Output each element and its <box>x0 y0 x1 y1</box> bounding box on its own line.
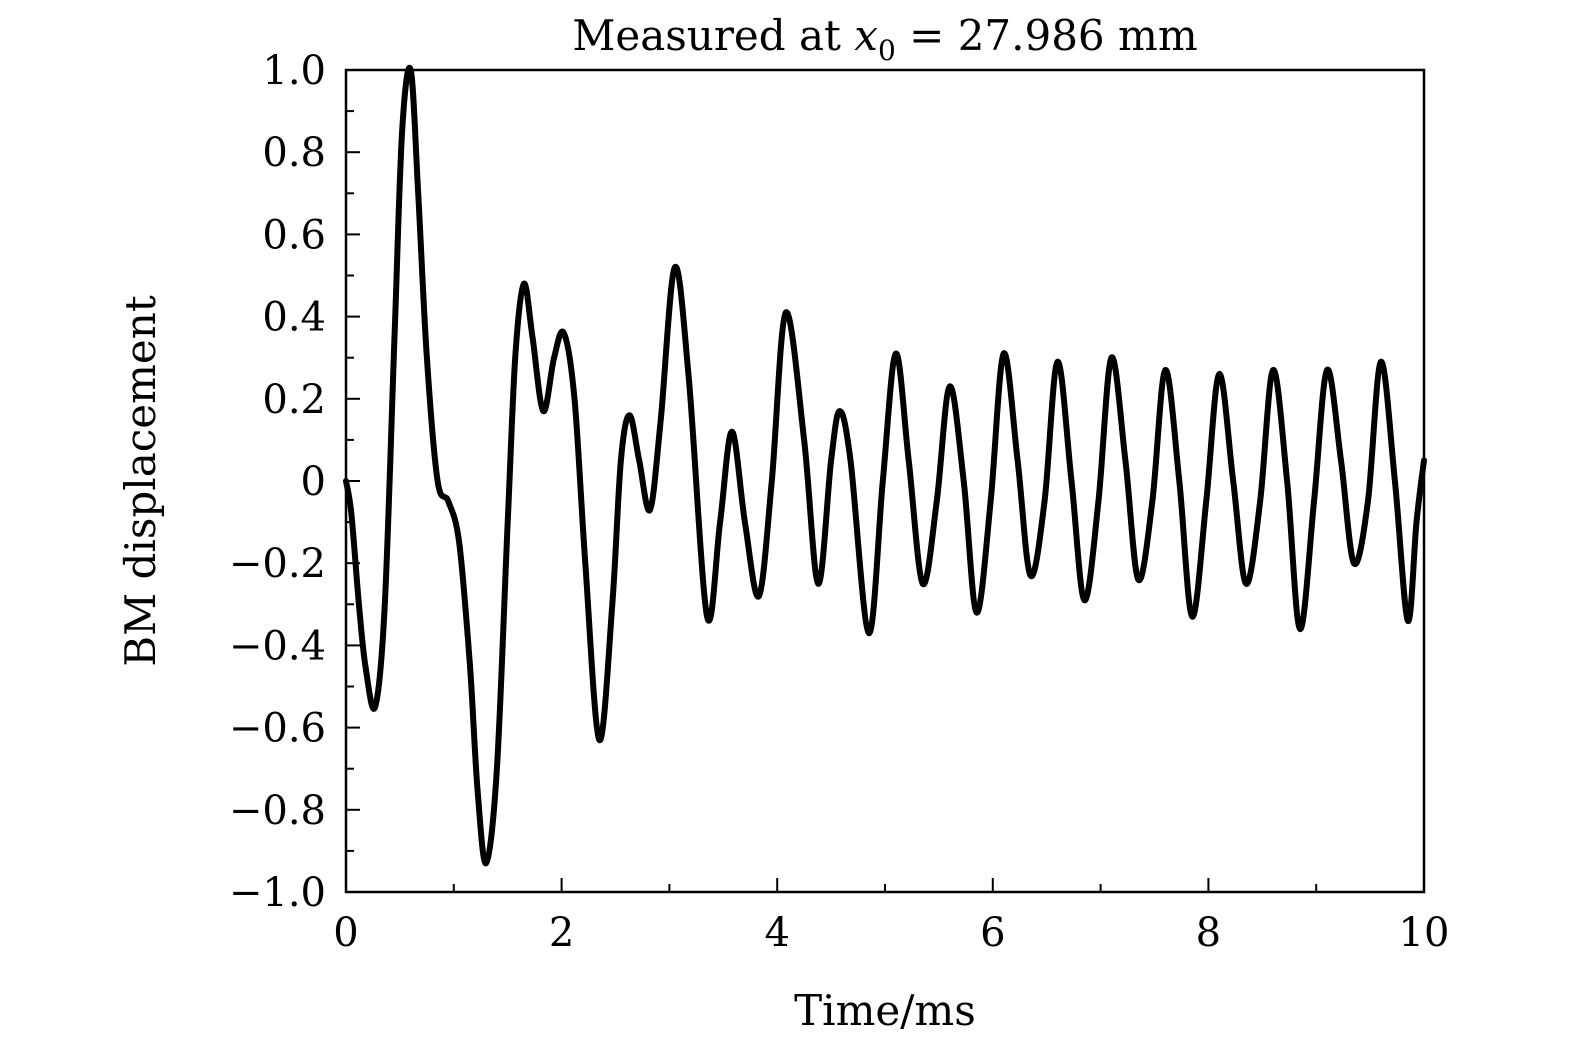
x-tick-label: 8 <box>1196 910 1221 956</box>
y-tick-label: 0.2 <box>262 377 326 423</box>
chart-title-suffix: = 27.986 mm <box>896 11 1198 60</box>
y-tick-label: 0 <box>301 459 326 505</box>
y-tick-label: 0.6 <box>262 212 326 258</box>
chart-title-var: x <box>854 11 878 60</box>
series-line-bm-displacement <box>343 65 1427 867</box>
chart-title: Measured at x0 = 27.986 mm <box>572 11 1197 67</box>
y-tick-label: −1.0 <box>229 870 326 916</box>
y-tick-label: −0.6 <box>229 706 326 752</box>
y-tick-label: −0.8 <box>229 788 326 834</box>
x-tick-label: 0 <box>333 910 358 956</box>
x-tick-label: 4 <box>764 910 789 956</box>
chart-title-sub: 0 <box>878 34 896 67</box>
y-tick-label: −0.2 <box>229 541 326 587</box>
y-axis-tick-labels: −1.0 −0.8 −0.6 −0.4 −0.2 0 0.2 0.4 0.6 0.8 1.0 <box>229 48 326 916</box>
x-tick-label: 10 <box>1399 910 1450 956</box>
y-axis-label: BM displacement <box>116 295 165 667</box>
x-tick-label: 6 <box>980 910 1005 956</box>
x-axis-tick-labels: 0 2 4 6 8 10 <box>333 910 1449 956</box>
x-axis-ticks <box>345 878 1425 892</box>
y-tick-label: 0.4 <box>262 295 326 341</box>
x-tick-label: 2 <box>549 910 574 956</box>
chart-title-prefix: Measured at <box>572 11 854 60</box>
plot-frame <box>344 68 1426 894</box>
y-tick-label: −0.4 <box>229 623 326 669</box>
y-tick-label: 1.0 <box>262 48 326 94</box>
y-tick-label: 0.8 <box>262 130 326 176</box>
x-axis-label: Time/ms <box>794 986 976 1035</box>
